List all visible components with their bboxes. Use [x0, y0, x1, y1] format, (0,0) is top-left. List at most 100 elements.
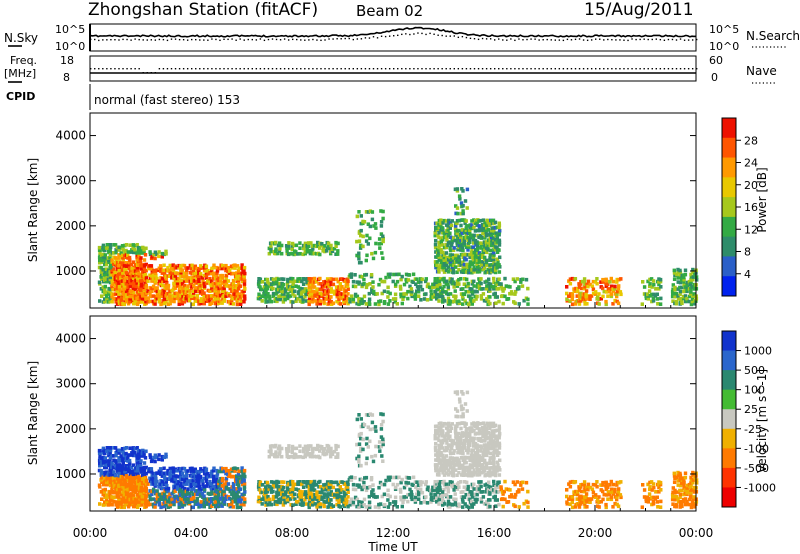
noise-search-dot — [534, 38, 536, 40]
velocity-cell — [318, 497, 322, 501]
power-cell — [100, 258, 104, 263]
power-cell — [497, 238, 502, 243]
velocity-cell — [130, 502, 134, 507]
velocity-cell — [186, 469, 190, 473]
velocity-cell — [110, 468, 114, 473]
velocity-cell — [391, 500, 396, 504]
velocity-cell — [195, 496, 199, 501]
velocity-cell — [411, 483, 415, 487]
power-cell — [121, 256, 125, 260]
power-cell — [441, 228, 445, 232]
power-cell — [184, 296, 188, 301]
velocity-cell — [129, 465, 133, 470]
noise-search-dot — [102, 39, 104, 41]
power-cell — [313, 299, 317, 303]
freq-dot — [659, 68, 662, 70]
power-cell — [493, 268, 498, 272]
velocity-cell — [429, 492, 433, 496]
power-cell — [488, 256, 492, 260]
noise-search-dot — [364, 37, 367, 39]
power-cell — [462, 282, 466, 286]
velocity-cell — [172, 474, 176, 478]
velocity-cell — [305, 502, 309, 506]
velocity-cell — [163, 495, 167, 499]
velocity-cell — [365, 436, 369, 441]
freq-dot — [296, 68, 298, 70]
velocity-cell — [162, 471, 166, 476]
velocity-cell — [190, 475, 194, 479]
power-cell — [188, 291, 192, 295]
velocity-cell — [413, 500, 418, 504]
velocity-cell — [103, 451, 107, 456]
power-cell — [393, 300, 397, 304]
power-cell — [326, 241, 331, 246]
power-cell — [275, 287, 279, 292]
velocity-cell — [276, 487, 280, 492]
power-cell — [490, 228, 494, 233]
velocity-cell — [313, 495, 317, 499]
power-cell — [436, 276, 441, 281]
power-cell — [673, 273, 677, 278]
velocity-cell — [433, 436, 437, 441]
velocity-cell — [348, 500, 352, 504]
velocity-cell — [311, 497, 315, 502]
power-cell — [480, 223, 485, 227]
power-cell — [437, 240, 441, 245]
power-cell — [577, 282, 581, 286]
power-cell — [217, 276, 221, 281]
freq-dot — [106, 68, 108, 70]
power-cell — [237, 292, 241, 296]
power-cell — [173, 282, 178, 286]
velocity-cell — [148, 476, 152, 481]
power-cell — [233, 296, 238, 301]
power-cell — [139, 284, 144, 288]
velocity-cell — [236, 472, 241, 476]
velocity-cell — [121, 490, 125, 494]
colorbar-tick-label: 8 — [744, 246, 751, 259]
power-cell — [296, 297, 300, 301]
power-cell — [198, 274, 203, 278]
power-cell — [311, 291, 315, 296]
power-cell — [315, 289, 319, 294]
power-cell — [155, 268, 159, 272]
power-cell — [462, 241, 467, 245]
velocity-cell — [394, 485, 398, 490]
power-cell — [105, 243, 109, 247]
power-cell — [318, 282, 323, 286]
power-cell — [459, 246, 463, 250]
velocity-cell — [439, 466, 443, 470]
velocity-cell — [441, 431, 445, 435]
velocity-cell — [265, 489, 270, 494]
power-cell — [111, 273, 116, 277]
velocity-cell — [242, 502, 246, 507]
power-cell — [235, 284, 239, 288]
freq-dot — [683, 68, 686, 70]
power-cell — [486, 299, 491, 304]
velocity-cell — [115, 448, 119, 453]
velocity-cell — [124, 500, 128, 504]
velocity-cell — [219, 476, 223, 481]
velocity-cell — [282, 480, 286, 484]
power-cell — [448, 248, 453, 253]
power-cell — [522, 298, 526, 303]
power-cell — [672, 277, 677, 281]
power-cell — [477, 277, 481, 281]
power-cell — [437, 270, 441, 274]
freq-dot — [372, 68, 375, 70]
velocity-cell — [199, 504, 203, 509]
power-cell — [124, 261, 129, 265]
velocity-cell — [191, 505, 195, 510]
power-cell — [457, 255, 461, 259]
velocity-cell — [204, 467, 209, 472]
velocity-cell — [372, 492, 376, 497]
power-cell — [446, 260, 450, 264]
power-cell — [683, 294, 688, 298]
velocity-cell — [180, 504, 185, 509]
velocity-cell — [139, 489, 143, 493]
velocity-cell — [98, 454, 102, 458]
power-cell — [211, 265, 216, 270]
noise-search-dot — [485, 38, 488, 40]
velocity-cell — [103, 478, 107, 482]
velocity-cell — [243, 474, 247, 479]
power-cell — [411, 280, 415, 284]
